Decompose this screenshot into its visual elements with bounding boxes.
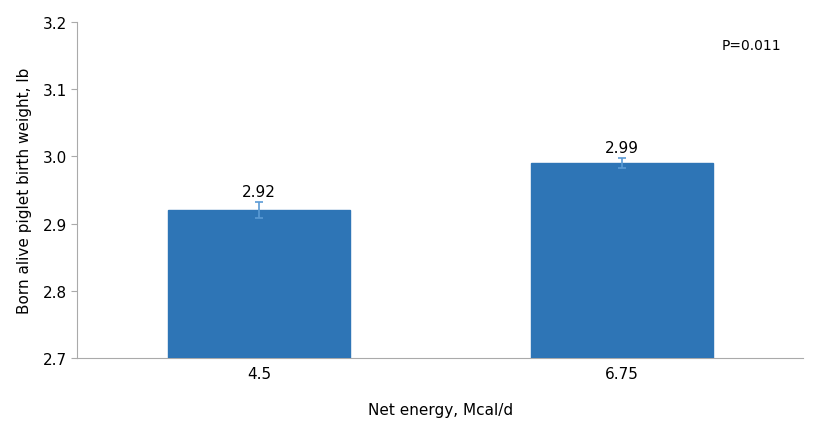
Text: P=0.011: P=0.011 (721, 39, 781, 53)
Text: 2.92: 2.92 (242, 185, 275, 200)
Bar (531, 164, 712, 358)
Text: 2.99: 2.99 (604, 141, 638, 155)
Bar (168, 210, 349, 358)
X-axis label: Net energy, Mcal/d: Net energy, Mcal/d (368, 402, 513, 418)
Y-axis label: Born alive piglet birth weight, lb: Born alive piglet birth weight, lb (16, 68, 32, 313)
